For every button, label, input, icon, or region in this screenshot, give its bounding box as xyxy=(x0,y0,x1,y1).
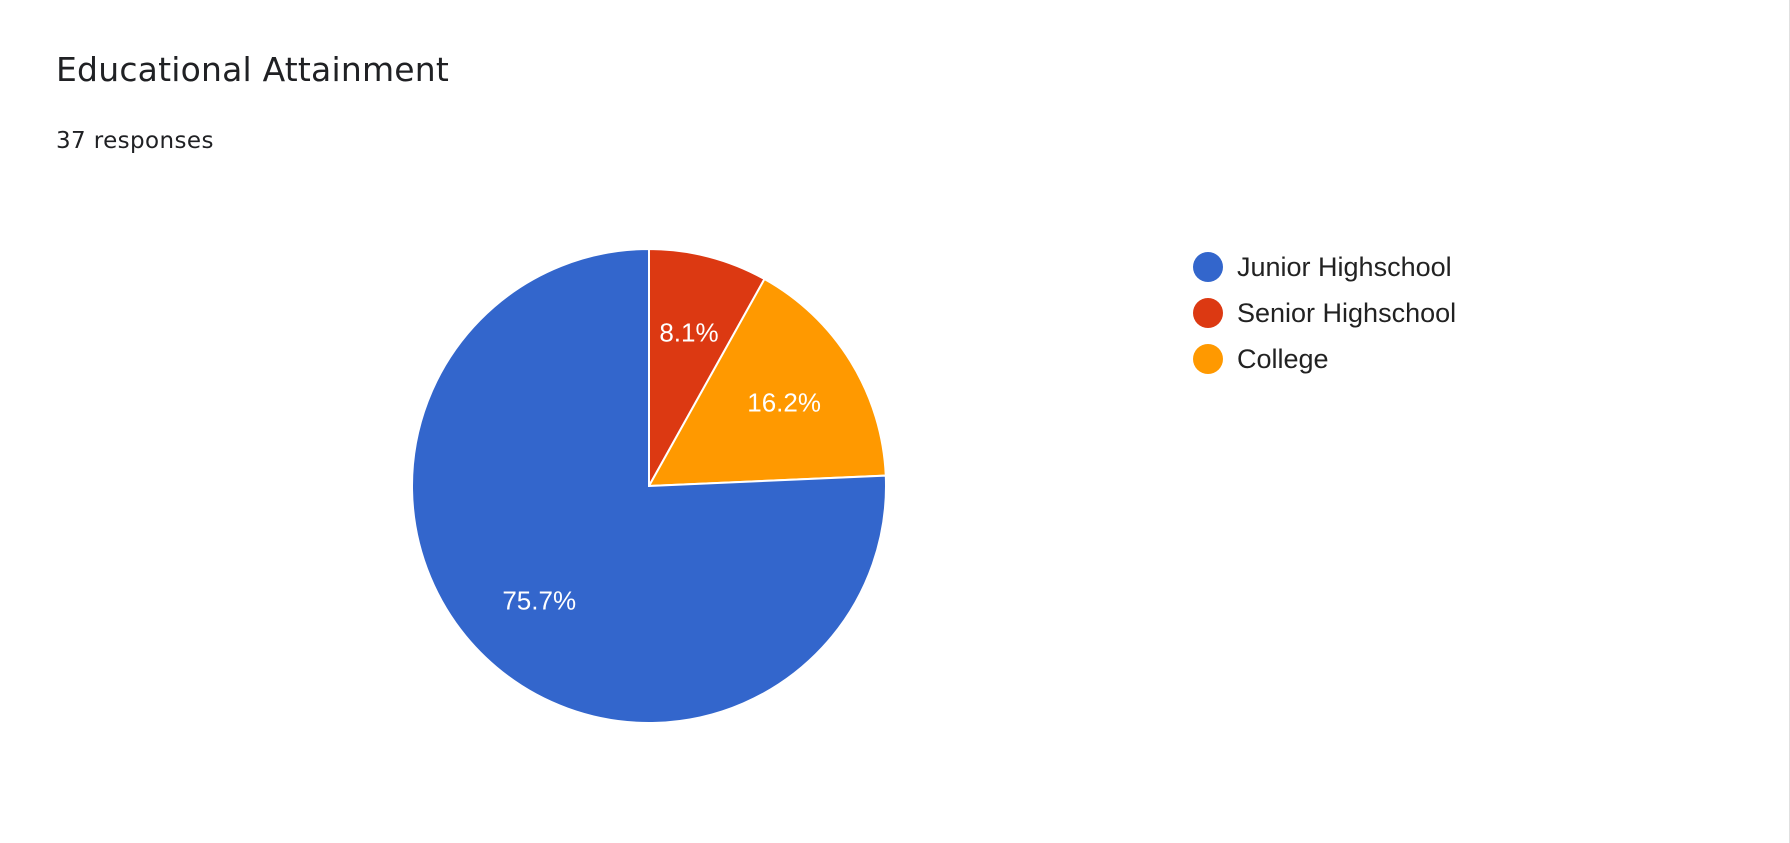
legend-item[interactable]: Senior Highschool xyxy=(1193,290,1456,336)
slice-percent-label: 16.2% xyxy=(747,388,821,418)
legend-item[interactable]: College xyxy=(1193,336,1456,382)
legend-label: Senior Highschool xyxy=(1237,297,1457,328)
chart-title: Educational Attainment xyxy=(56,50,450,89)
legend-item[interactable]: Junior Highschool xyxy=(1193,244,1456,290)
legend-swatch-icon xyxy=(1193,298,1223,328)
legend-swatch-icon xyxy=(1193,252,1223,282)
slice-percent-label: 75.7% xyxy=(502,586,576,616)
pie-slice-junior-highschool[interactable] xyxy=(411,247,887,724)
pie-slice-labels: 8.1% 16.2% 75.7% xyxy=(502,317,821,615)
pie-slice-senior-highschool[interactable] xyxy=(648,247,766,490)
pie-slices xyxy=(411,247,887,724)
response-count: 37 responses xyxy=(56,128,214,154)
legend-swatch-icon xyxy=(1193,344,1223,374)
pie-slice-college[interactable] xyxy=(647,277,887,488)
legend-label: College xyxy=(1237,343,1329,374)
slice-percent-label: 8.1% xyxy=(659,317,718,347)
legend-label: Junior Highschool xyxy=(1237,251,1452,282)
chart-legend: Junior Highschool Senior Highschool Colleg… xyxy=(1193,244,1456,382)
